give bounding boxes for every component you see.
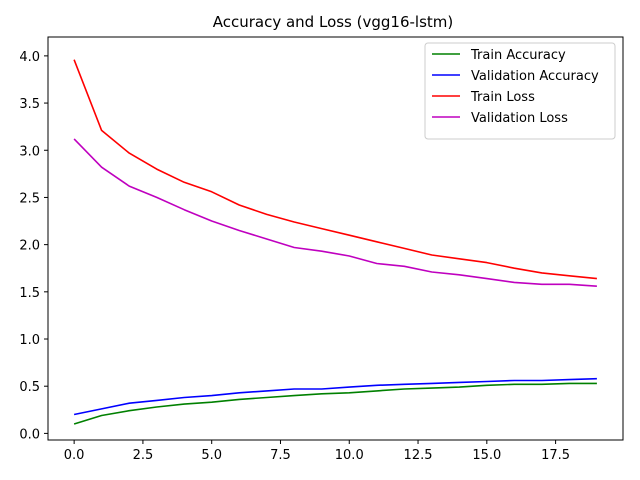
series-line-validation-loss bbox=[73, 138, 597, 287]
legend-label: Train Accuracy bbox=[470, 48, 566, 63]
series-line-validation-accuracy bbox=[73, 377, 597, 416]
series-line-train-loss bbox=[73, 59, 597, 280]
y-tick-label: 2.0 bbox=[19, 239, 40, 254]
y-tick-label: 4.0 bbox=[19, 50, 40, 65]
x-axis: 0.0 2.5 5.0 7.5 10.0 12.5 15.0 17.5 bbox=[64, 440, 570, 463]
x-tick-label: 15.0 bbox=[472, 448, 501, 463]
y-tick-label: 0.5 bbox=[19, 380, 40, 395]
x-tick-label: 12.5 bbox=[404, 448, 433, 463]
x-tick-label: 5.0 bbox=[201, 448, 222, 463]
y-tick-label: 0.0 bbox=[19, 427, 40, 442]
y-tick-label: 3.0 bbox=[19, 144, 40, 159]
x-tick-label: 7.5 bbox=[270, 448, 291, 463]
x-tick-label: 17.5 bbox=[541, 448, 570, 463]
y-tick-label: 1.0 bbox=[19, 333, 40, 348]
x-tick-label: 10.0 bbox=[335, 448, 364, 463]
legend-label: Validation Accuracy bbox=[471, 69, 599, 84]
y-tick-label: 1.5 bbox=[19, 286, 40, 301]
legend-label: Train Loss bbox=[470, 90, 535, 105]
chart-title: Accuracy and Loss (vgg16-lstm) bbox=[213, 13, 454, 31]
y-tick-label: 2.5 bbox=[19, 191, 40, 206]
x-tick-label: 0.0 bbox=[64, 448, 85, 463]
x-tick-label: 2.5 bbox=[133, 448, 154, 463]
legend-box bbox=[424, 42, 616, 140]
series-line-train-accuracy bbox=[73, 382, 597, 425]
y-axis: 0.0 0.5 1.0 1.5 2.0 2.5 3.0 3.5 4.0 bbox=[19, 50, 48, 442]
axes-frame bbox=[47, 36, 624, 441]
series-layer bbox=[73, 59, 597, 425]
y-tick-label: 3.5 bbox=[19, 97, 40, 112]
legend-label: Validation Loss bbox=[471, 111, 568, 126]
legend: Train Accuracy Validation Accuracy Train L… bbox=[424, 42, 616, 140]
